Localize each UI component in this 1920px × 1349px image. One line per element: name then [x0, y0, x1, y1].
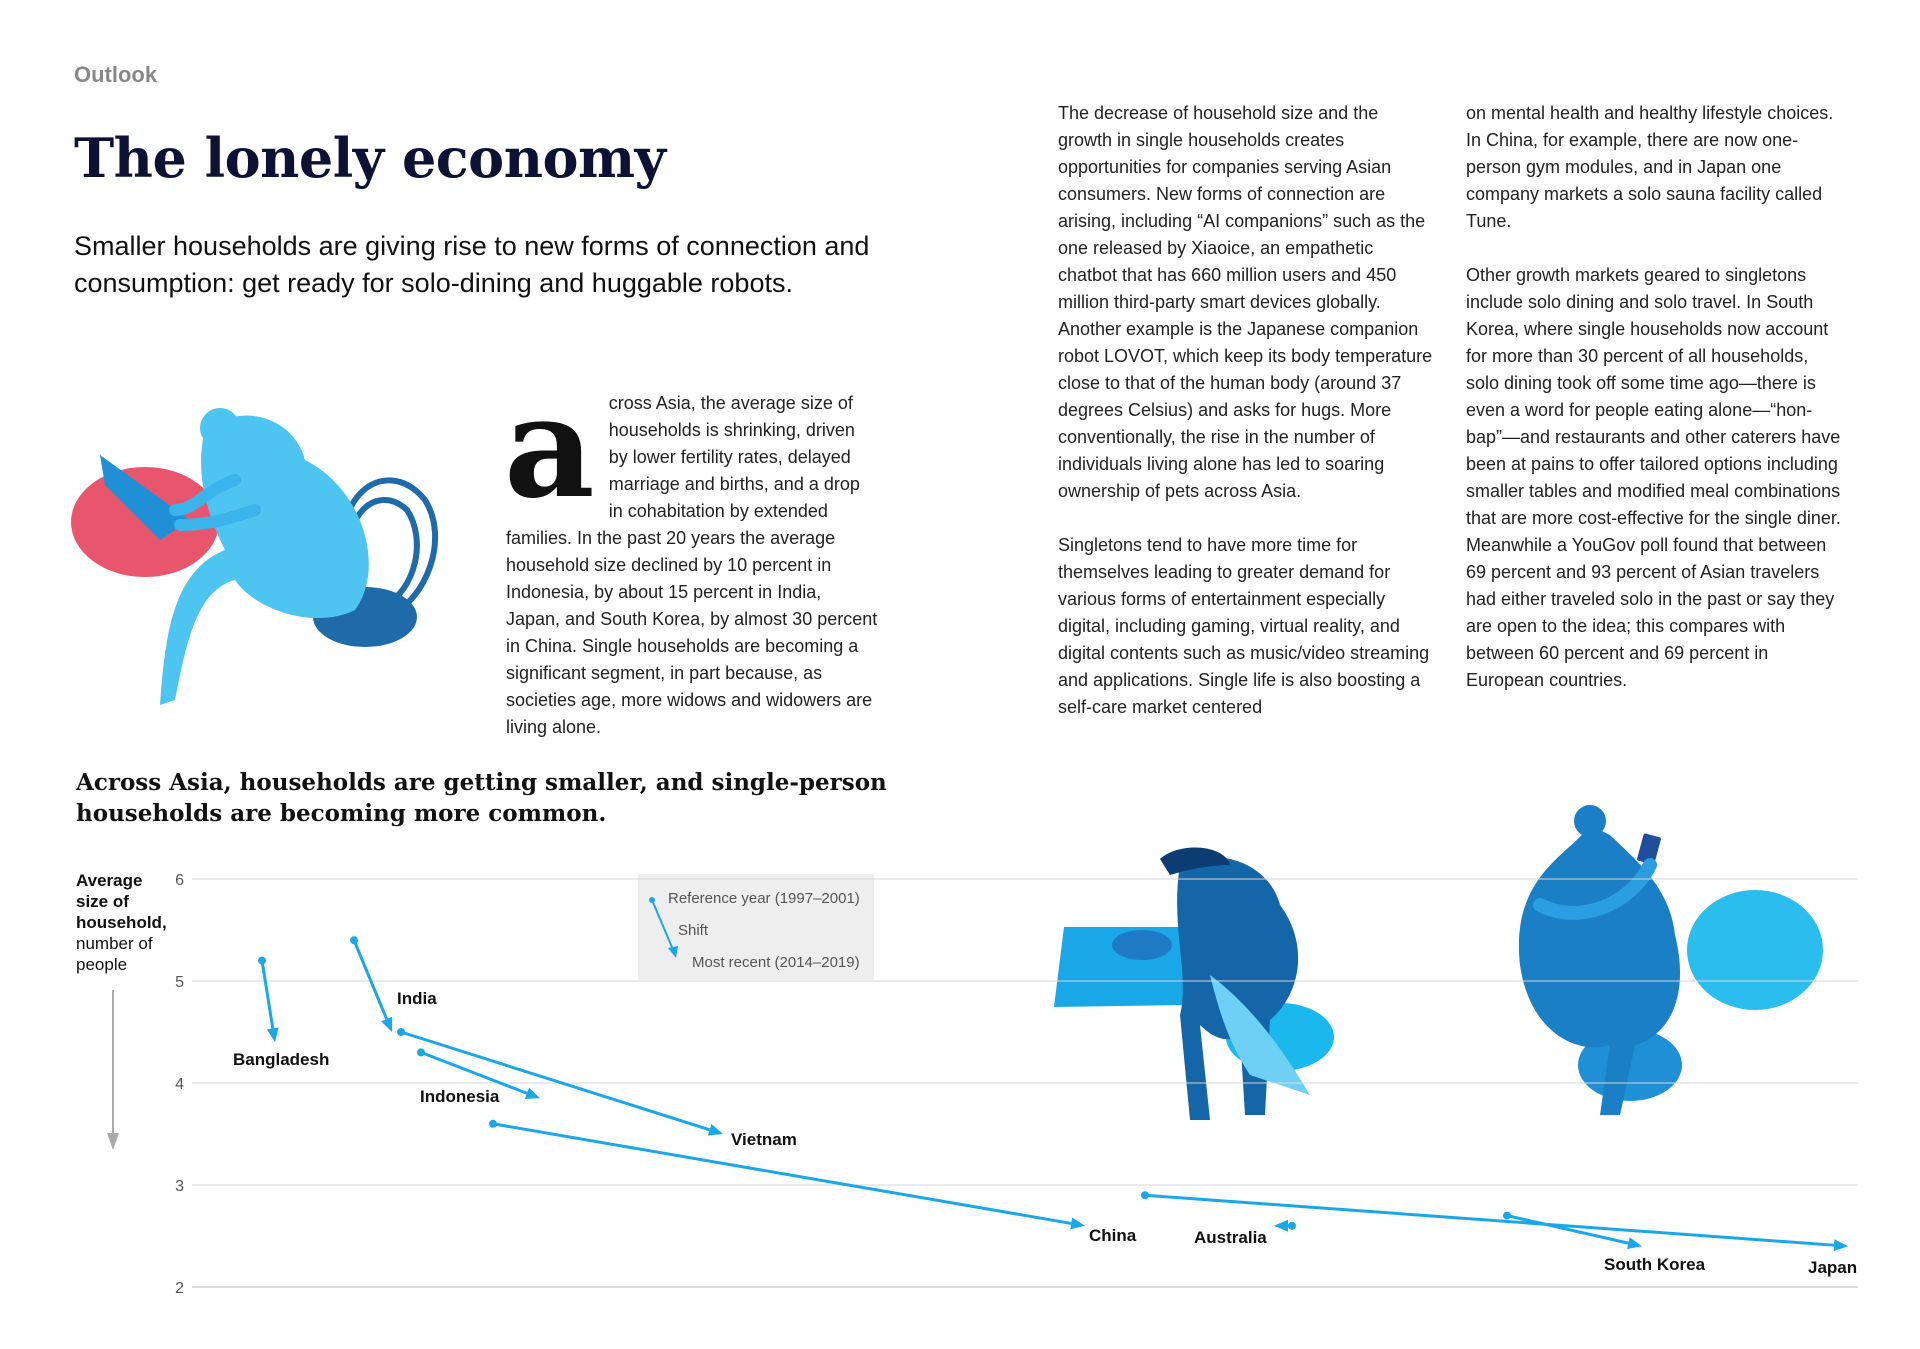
y-axis-title: Average size of household, number of peo… — [76, 870, 176, 975]
person-eating-alone-illustration — [1054, 847, 1334, 1120]
intro-text: cross Asia, the average size of househol… — [506, 393, 878, 737]
shift-arrowhead — [381, 1016, 393, 1032]
person-with-laptop-illustration — [71, 408, 439, 705]
section-label: Outlook — [74, 62, 158, 87]
country-label: Japan — [1808, 1258, 1857, 1277]
shift-arrowhead — [266, 1027, 279, 1043]
column2-paragraph-2: Singletons tend to have more time for th… — [1058, 535, 1430, 717]
country-label: China — [1089, 1226, 1137, 1245]
legend-recent: Most recent (2014–2019) — [692, 954, 860, 971]
y-axis-title-rest: number of people — [76, 934, 153, 974]
y-tick-label: 2 — [175, 1280, 184, 1297]
column2-paragraph-1: The decrease of household size and the g… — [1058, 103, 1433, 501]
chart-legend: Reference year (1997–2001) Shift Most re… — [638, 874, 874, 980]
y-axis-title-bold: Average size of household, — [76, 871, 167, 932]
y-tick-label: 5 — [175, 974, 184, 991]
shift-arrow — [400, 1030, 711, 1132]
shift-arrow — [420, 1051, 528, 1095]
bowl — [1112, 930, 1172, 960]
shift-arrow — [352, 939, 389, 1020]
country-label: Australia — [1194, 1228, 1267, 1247]
column3-paragraph-2: Other growth markets geared to singleton… — [1466, 265, 1841, 690]
shift-arrow — [1144, 1193, 1835, 1247]
hugging-figure-body — [1518, 825, 1681, 1115]
legend-shift: Shift — [678, 922, 709, 939]
person-hugging-robot-illustration — [1518, 805, 1823, 1115]
country-label: Indonesia — [420, 1087, 500, 1106]
shift-arrow — [1506, 1214, 1629, 1245]
column3-paragraph-1: on mental health and healthy lifestyle c… — [1466, 103, 1834, 231]
legend-reference: Reference year (1997–2001) — [668, 890, 860, 907]
laptop — [100, 455, 190, 540]
shift-arrowhead — [1070, 1217, 1085, 1230]
article-column-3: on mental health and healthy lifestyle c… — [1466, 100, 1841, 721]
y-axis-arrow-head — [107, 1133, 119, 1150]
dropcap: a — [504, 366, 595, 530]
country-label: India — [397, 989, 437, 1008]
country-label: Vietnam — [731, 1130, 797, 1149]
legend-arrow — [649, 897, 678, 958]
hugging-figure-head — [1574, 805, 1606, 837]
country-label: Bangladesh — [233, 1050, 329, 1069]
shift-arrow — [492, 1122, 1072, 1225]
shift-arrow — [260, 960, 275, 1029]
shift-arrowhead — [1627, 1237, 1642, 1249]
shift-arrowhead — [1274, 1219, 1288, 1232]
shift-arrowhead — [1833, 1239, 1848, 1252]
y-tick-label: 6 — [175, 872, 184, 889]
shift-arrowhead — [707, 1124, 723, 1136]
intro-paragraph: a cross Asia, the average size of househ… — [504, 366, 878, 741]
page-subtitle: Smaller households are giving rise to ne… — [74, 231, 870, 298]
shift-arrowhead — [524, 1087, 540, 1099]
article-column-2: The decrease of household size and the g… — [1058, 100, 1433, 748]
chart-title: Across Asia, households are getting smal… — [76, 769, 887, 827]
page-title: The lonely economy — [74, 126, 666, 190]
robot-blob — [1687, 890, 1823, 1010]
y-tick-label: 4 — [175, 1076, 184, 1093]
y-tick-label: 3 — [175, 1178, 184, 1195]
figure-head — [200, 408, 240, 448]
phone — [1637, 833, 1661, 865]
hair — [1160, 847, 1230, 875]
country-label: South Korea — [1604, 1255, 1706, 1274]
